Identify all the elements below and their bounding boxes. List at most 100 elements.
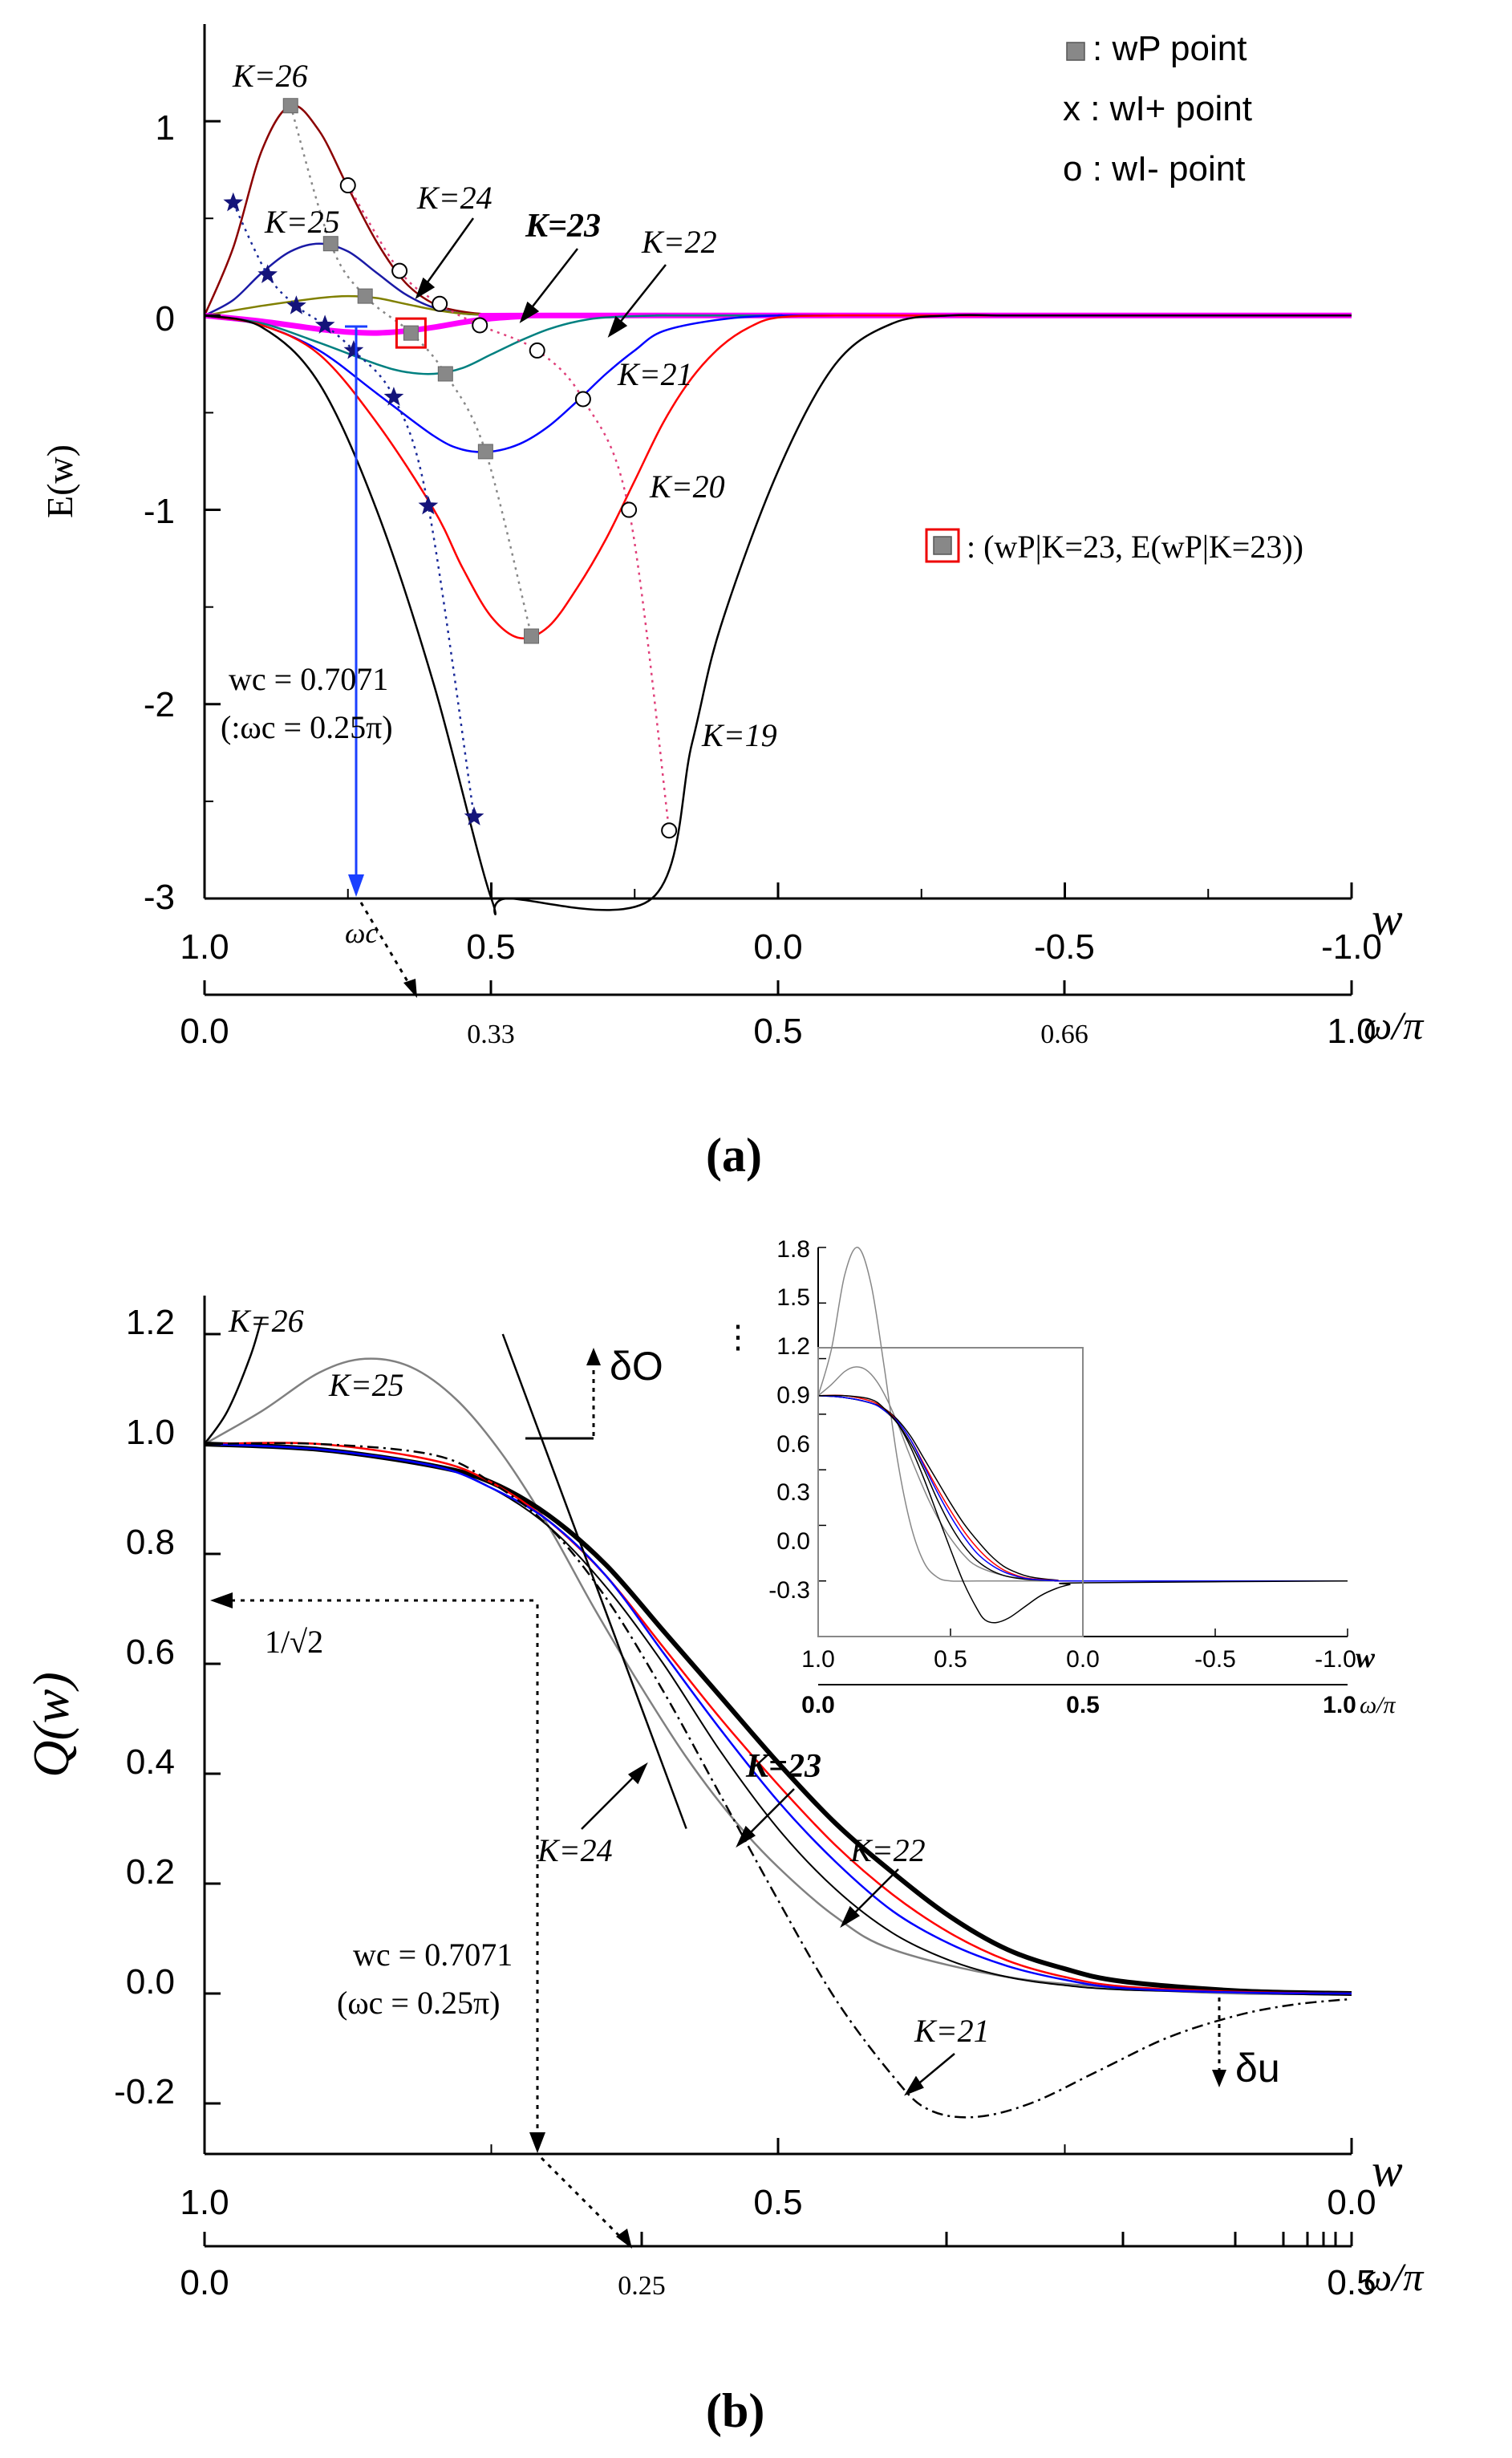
b-curve-k-22 <box>204 1442 1352 1995</box>
omega-c-b-arrow-head <box>616 2229 632 2249</box>
a-curve-k-25 <box>204 242 1352 317</box>
a-x2tick: 1.0 <box>1327 1012 1376 1051</box>
wi-minus-marker <box>339 177 356 194</box>
a-curve-k-26 <box>203 103 1352 317</box>
inset-plot: 1.8 1.5 1.2 0.9 0.6 0.3 0.0 -0.3 1.0 0.5… <box>722 1236 1396 1718</box>
label-k19: K=19 <box>701 717 777 753</box>
wp-marker <box>403 325 419 341</box>
arrow-k22-head <box>607 315 628 338</box>
wp-k23-legend-square <box>933 536 952 555</box>
panel-b: 1.2 1.0 0.8 0.6 0.4 0.2 0.0 -0.2 1.0 0.5… <box>22 1236 1425 2437</box>
a-xtick: 0.5 <box>466 927 515 967</box>
inset-ytick: -0.3 <box>768 1577 810 1604</box>
wp-k23-legend-frame <box>925 528 960 563</box>
a-xtick: 0.0 <box>753 927 802 967</box>
wp-marker <box>282 98 298 114</box>
a-dotted-wp <box>290 105 533 637</box>
inset-xtick: 1.0 <box>801 1646 835 1673</box>
label-k21: K=21 <box>617 356 693 392</box>
panel-b-curves <box>203 1317 1352 2119</box>
b-ytick: 0.2 <box>126 1852 175 1892</box>
wi-plus-marker <box>464 806 484 825</box>
wi-minus-marker <box>661 822 678 839</box>
label-k26: K=26 <box>232 58 308 94</box>
panel-b-ticks <box>203 1332 1353 2246</box>
a-x2tick: 0.0 <box>180 1012 229 1051</box>
b-label-k22: K=22 <box>849 1832 926 1868</box>
a-wc-omega: (:ωc = 0.25π) <box>221 709 393 745</box>
inset-dots: ⋮ <box>722 1320 754 1355</box>
b-wc-omega: (ωc = 0.25π) <box>337 1985 500 2021</box>
label-k23: K=23 <box>525 208 601 245</box>
inset-ytick: 1.2 <box>776 1333 810 1360</box>
inset-ytick: 1.5 <box>776 1284 810 1311</box>
b-x2tick: 0.25 <box>618 2271 666 2301</box>
legend-wi-minus: o : wI- point <box>1063 149 1245 189</box>
inset-xtick: 0.5 <box>934 1646 967 1673</box>
wp-marker <box>437 366 453 382</box>
arrow-k23-head <box>519 301 540 323</box>
a-ytick: -2 <box>144 685 175 724</box>
a-x2label: ω/π <box>1364 1003 1425 1048</box>
a-x2tick: 0.33 <box>467 1020 515 1049</box>
label-k20: K=20 <box>649 468 725 505</box>
wi-minus-marker <box>621 501 638 518</box>
inset-ytick: 0.3 <box>776 1479 810 1506</box>
b-x2tick: 0.0 <box>180 2263 229 2302</box>
panel-a-label-arrows <box>415 217 667 338</box>
b-ytick: -0.2 <box>114 2072 175 2111</box>
wi-plus-marker <box>286 295 306 314</box>
label-k22: K=22 <box>641 224 717 260</box>
b-curve-k-26 <box>203 1317 263 1445</box>
label-k25: K=25 <box>264 204 340 240</box>
a-xlabel: w <box>1372 893 1403 945</box>
inset-background <box>810 1247 1348 1641</box>
omega-c-dotted-arrow <box>359 902 415 992</box>
label-k24: K=24 <box>416 180 493 216</box>
a-ytick: 1 <box>156 108 175 148</box>
wp-k23-marker-frame <box>395 317 427 349</box>
wp-legend-square <box>1066 42 1085 61</box>
a-dotted-wi_minus <box>347 185 671 831</box>
b-ytick: 1.2 <box>126 1303 175 1342</box>
a-x2tick: 0.5 <box>753 1012 802 1051</box>
panel-a-curves <box>203 103 1352 915</box>
wc-dotted-arrow-head <box>529 2132 545 2153</box>
inset-ytick: 0.6 <box>776 1431 810 1458</box>
legend-wi-plus: x : wI+ point <box>1063 89 1252 128</box>
legend-wp-k23: : (wP|K=23, E(wP|K=23)) <box>967 529 1303 565</box>
a-xtick: -1.0 <box>1321 927 1382 967</box>
sqrt2-arrow-head <box>210 1592 233 1608</box>
inset-xtick: -0.5 <box>1194 1646 1236 1673</box>
b-arrow-k24-head <box>627 1762 648 1785</box>
wi-plus-marker <box>223 192 244 212</box>
a-curve-k-24 <box>204 294 1352 317</box>
a-dotted-wi_plus <box>232 202 476 817</box>
a-ylabel: E(w) <box>39 444 80 518</box>
inset-curve-k-21-dash-dot <box>817 1394 1348 1624</box>
b-xtick: 0.0 <box>1327 2183 1376 2222</box>
panel-a: 1 0 -1 -2 -3 1.0 0.5 0.0 -0.5 -1.0 0.0 0… <box>39 24 1425 1182</box>
wi-plus-marker <box>383 387 404 406</box>
b-label-k21: K=21 <box>914 2013 990 2049</box>
b-arrow-k22-head <box>840 1905 861 1929</box>
b-xtick: 0.5 <box>753 2183 802 2222</box>
wi-plus-marker <box>343 339 364 359</box>
wp-marker <box>477 444 493 460</box>
inset-ytick: 1.8 <box>776 1236 810 1263</box>
inset-x2tick: 1.0 <box>1323 1692 1356 1718</box>
wi-minus-marker <box>432 295 448 312</box>
b-label-k25: K=25 <box>328 1367 404 1403</box>
b-label-k23: K=23 <box>745 1748 821 1785</box>
wi-minus-marker <box>529 342 545 359</box>
b-xtick: 1.0 <box>180 2183 229 2222</box>
arrow-k24-head <box>415 277 436 299</box>
wi-minus-marker <box>574 391 591 408</box>
legend-wp: : wP point <box>1092 29 1246 68</box>
inset-ytick: 0.0 <box>776 1528 810 1555</box>
b-steep-line <box>501 1333 687 1829</box>
a-curve-k-20 <box>204 314 1352 640</box>
inset-xtick: -1.0 <box>1315 1646 1356 1673</box>
b-arrow-k21-head <box>904 2075 924 2096</box>
